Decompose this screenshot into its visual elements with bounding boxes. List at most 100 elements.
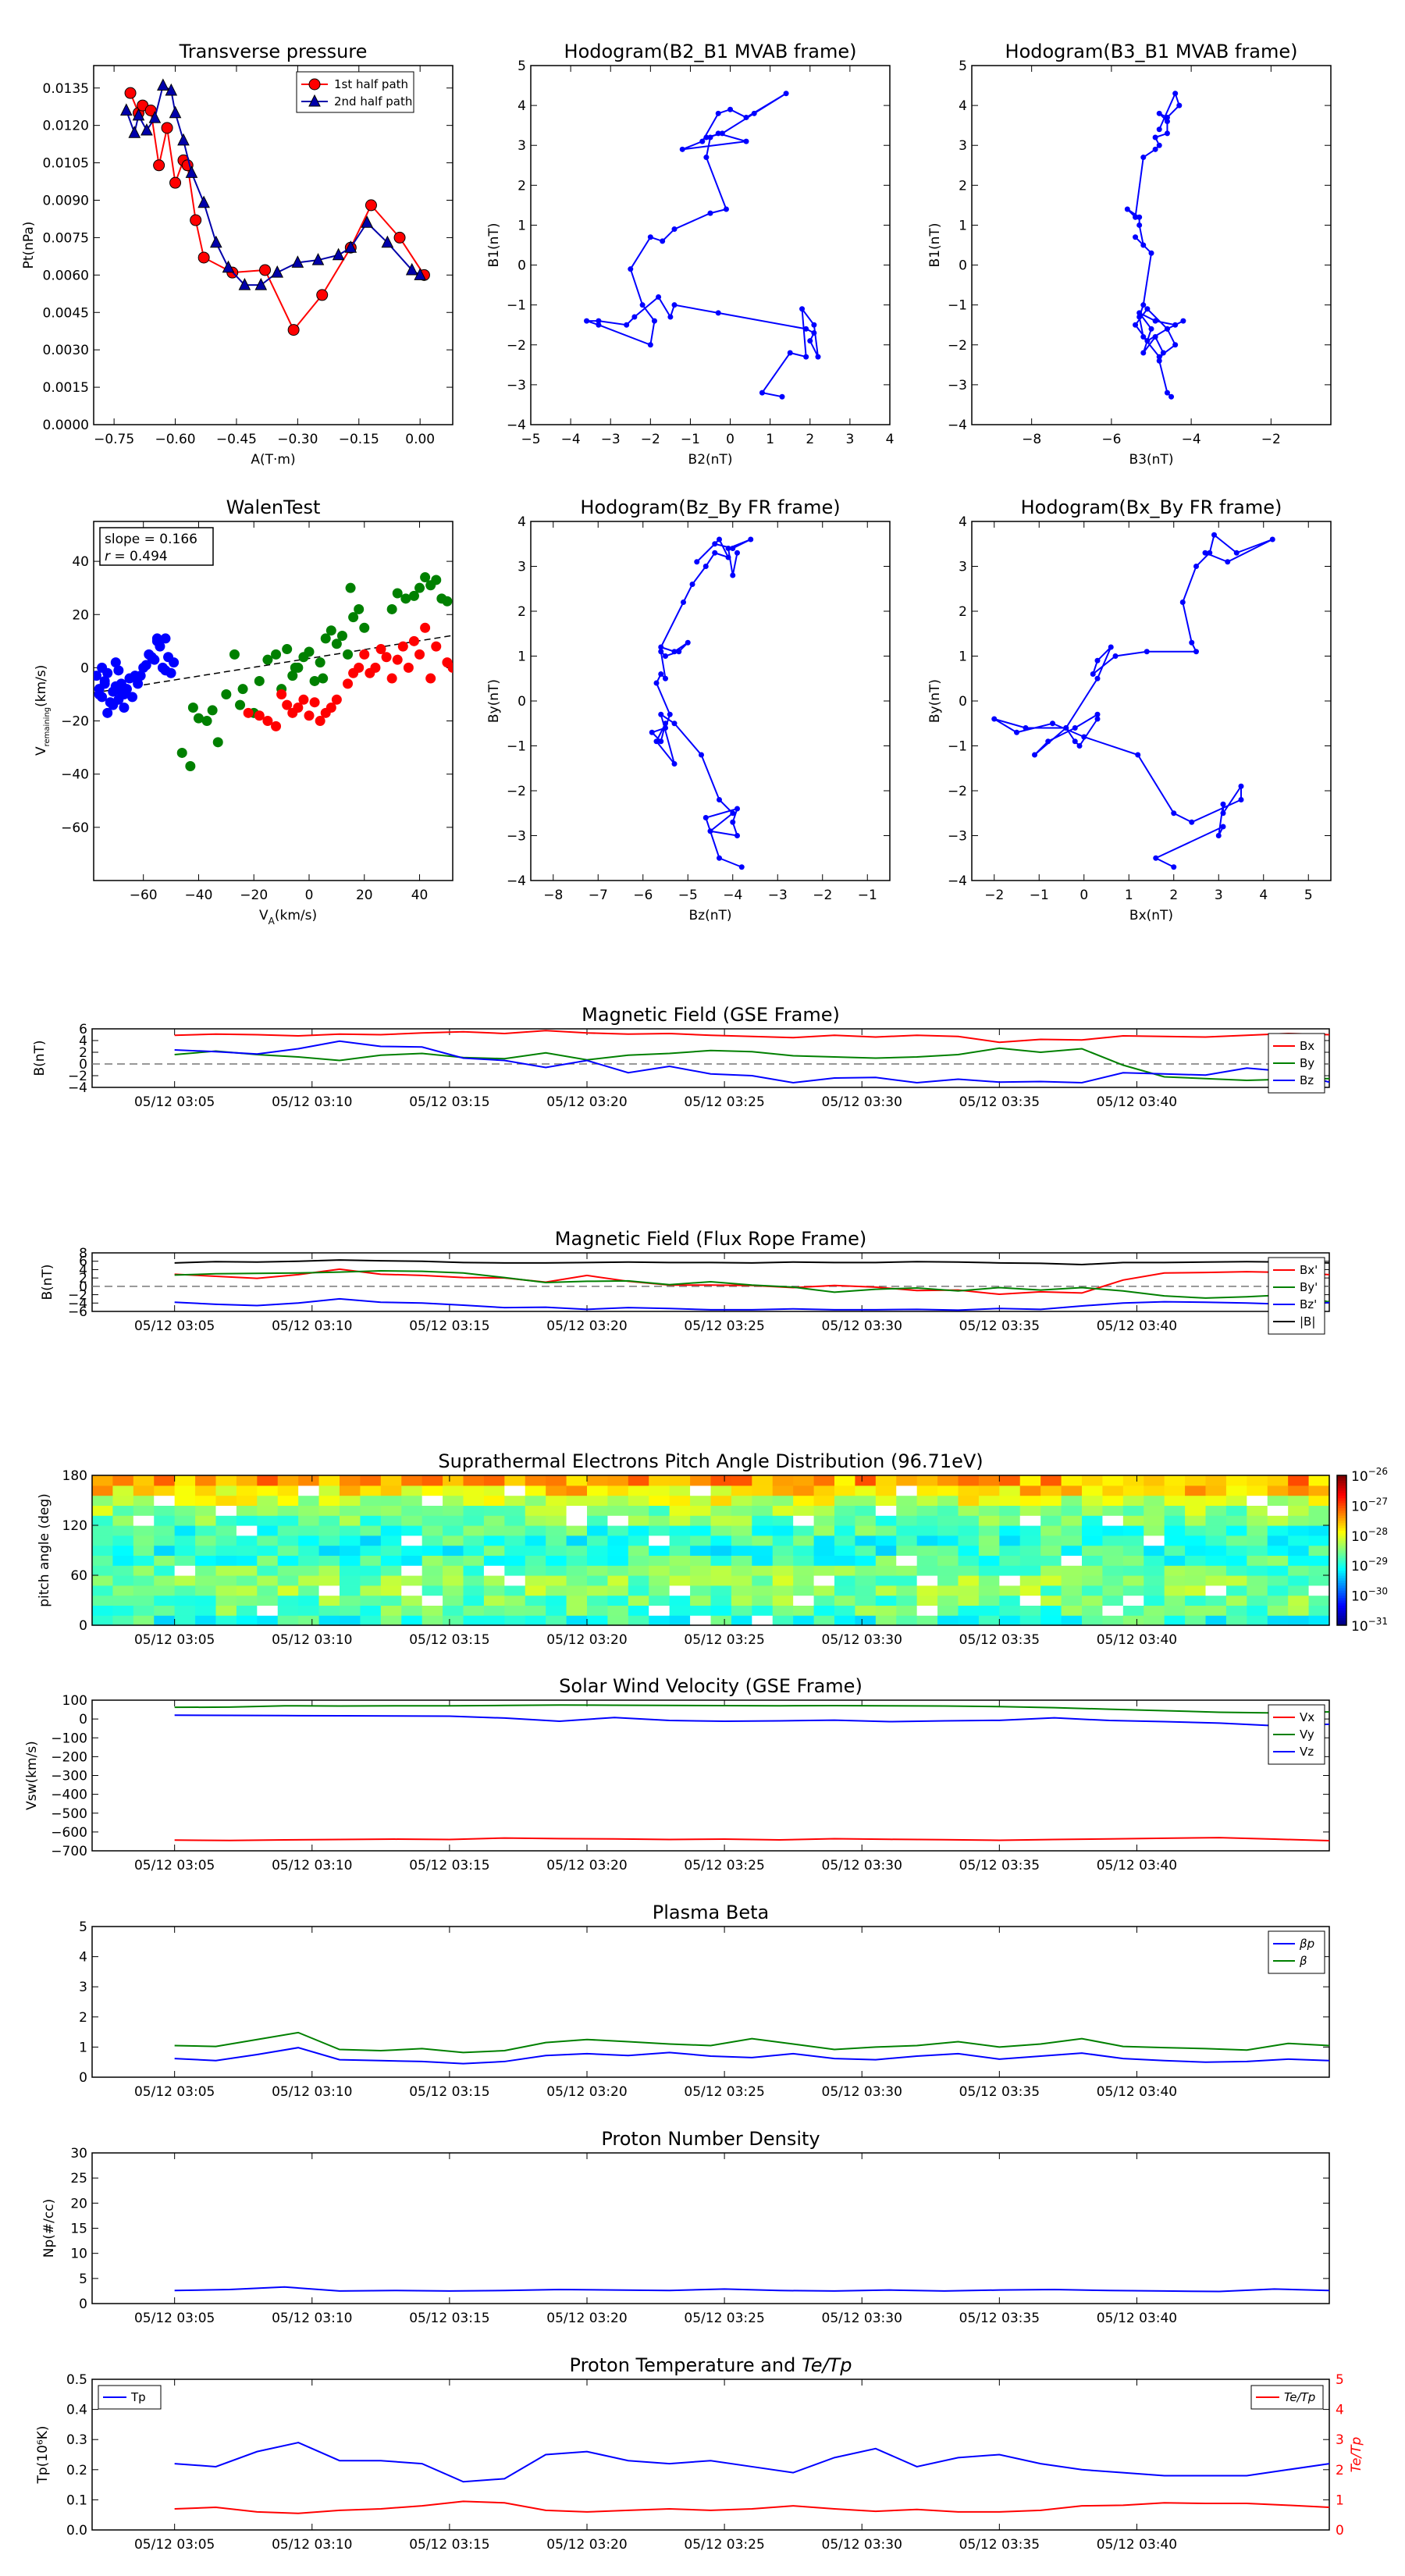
heatmap-cell xyxy=(443,1615,464,1626)
heatmap-cell xyxy=(772,1615,794,1626)
heatmap-cell xyxy=(793,1555,815,1566)
heatmap-cell xyxy=(380,1615,402,1626)
x-tick-label: 05/12 03:20 xyxy=(546,1094,627,1110)
series-line xyxy=(174,1030,1330,1044)
heatmap-cell xyxy=(422,1575,443,1586)
heatmap-cell xyxy=(1308,1585,1330,1596)
y-tick-label: −2 xyxy=(507,784,526,799)
y-tick-label: 1 xyxy=(959,649,967,665)
heatmap-cell xyxy=(215,1485,237,1496)
heatmap-cell xyxy=(257,1515,279,1526)
heatmap-cell xyxy=(793,1605,815,1616)
heatmap-cell xyxy=(1102,1525,1124,1536)
heatmap-cell xyxy=(112,1525,134,1536)
heatmap-cell xyxy=(422,1515,443,1526)
panel-1: Hodogram(B2_B1 MVAB frame)−4−3−2−1012345… xyxy=(486,41,894,468)
data-point xyxy=(699,138,706,144)
heatmap-cell xyxy=(1288,1615,1310,1626)
y-tick-label: −6 xyxy=(68,1304,87,1320)
heatmap-cell xyxy=(298,1575,320,1586)
heatmap-cell xyxy=(112,1605,134,1616)
heatmap-cell xyxy=(978,1585,1000,1596)
heatmap-cell xyxy=(174,1605,196,1616)
heatmap-cell xyxy=(1061,1605,1083,1616)
heatmap-cell xyxy=(318,1505,340,1516)
heatmap-cell xyxy=(999,1605,1021,1616)
heatmap-cell xyxy=(855,1605,877,1616)
heatmap-cell xyxy=(340,1495,361,1506)
heatmap-cell xyxy=(999,1595,1021,1606)
colorbar-label: 10−26 xyxy=(1351,1466,1388,1485)
legend-left: Tp xyxy=(98,2385,162,2410)
colorbar-segment xyxy=(1337,1493,1346,1496)
data-point xyxy=(442,596,453,607)
chart-title: Magnetic Field (GSE Frame) xyxy=(582,1004,840,1026)
heatmap-cell xyxy=(504,1605,526,1616)
data-point xyxy=(663,720,668,727)
y-tick-label: −20 xyxy=(61,714,89,730)
data-point xyxy=(1023,725,1029,731)
heatmap-cell xyxy=(463,1605,485,1616)
heatmap-cell xyxy=(1019,1495,1041,1506)
heatmap-cell xyxy=(215,1605,237,1616)
heatmap-cell xyxy=(133,1495,155,1506)
y-tick-label: 5 xyxy=(518,59,526,74)
heatmap-cell xyxy=(875,1615,897,1626)
colorbar-segment xyxy=(1337,1600,1346,1603)
legend-label: By xyxy=(1300,1056,1314,1070)
heatmap-cell xyxy=(174,1575,196,1586)
colorbar-segment xyxy=(1337,1620,1346,1624)
heatmap-cell xyxy=(504,1475,526,1486)
x-tick-label: 05/12 03:20 xyxy=(546,1858,627,1873)
x-tick-label: 05/12 03:20 xyxy=(546,2537,627,2553)
heatmap-cell xyxy=(587,1525,609,1536)
x-tick-label: 05/12 03:05 xyxy=(134,1318,215,1334)
data-point xyxy=(748,536,754,543)
heatmap-cell xyxy=(566,1555,588,1566)
y-tick-label: 4 xyxy=(959,98,967,114)
heatmap-cell xyxy=(690,1615,712,1626)
heatmap-cell xyxy=(793,1485,815,1496)
heatmap-cell xyxy=(1122,1565,1144,1576)
heatmap-cell xyxy=(937,1595,959,1606)
y-tick-label: 4 xyxy=(518,514,526,530)
data-point xyxy=(1164,326,1170,332)
y-tick-label: −600 xyxy=(51,1825,87,1841)
heatmap-cell xyxy=(1267,1565,1289,1576)
heatmap-cell xyxy=(1205,1555,1227,1566)
heatmap-cell xyxy=(318,1495,340,1506)
heatmap-cell xyxy=(525,1525,546,1536)
heatmap-cell xyxy=(504,1595,526,1606)
heatmap-cell xyxy=(1308,1575,1330,1586)
heatmap-cell xyxy=(731,1495,752,1506)
heatmap-cell xyxy=(999,1525,1021,1536)
data-point xyxy=(381,652,392,663)
heatmap-cell xyxy=(215,1505,237,1516)
heatmap-cell xyxy=(958,1515,980,1526)
heatmap-cell xyxy=(360,1505,382,1516)
heatmap-cell xyxy=(195,1525,217,1536)
heatmap-cell xyxy=(443,1535,464,1546)
heatmap-cell xyxy=(463,1535,485,1546)
heatmap-cell xyxy=(1164,1535,1186,1546)
y-tick-label: 60 xyxy=(70,1568,87,1584)
heatmap-cell xyxy=(1122,1525,1144,1536)
plot-frame xyxy=(91,1926,1330,2078)
heatmap-cell xyxy=(978,1555,1000,1566)
data-point xyxy=(308,78,321,91)
heatmap-cell xyxy=(813,1575,835,1586)
heatmap-cell xyxy=(443,1475,464,1486)
heatmap-cell xyxy=(112,1575,134,1586)
heatmap-cell xyxy=(1040,1575,1062,1586)
data-point xyxy=(124,87,137,99)
plot-frame xyxy=(91,1475,1330,1626)
heatmap-cell xyxy=(483,1505,505,1516)
data-point xyxy=(365,667,375,678)
heatmap-cell xyxy=(1019,1535,1041,1546)
chart-title: Solar Wind Velocity (GSE Frame) xyxy=(559,1675,863,1697)
heatmap-cell xyxy=(443,1505,464,1516)
heatmap-cell xyxy=(566,1615,588,1626)
x-tick-label: 05/12 03:35 xyxy=(959,1094,1040,1110)
